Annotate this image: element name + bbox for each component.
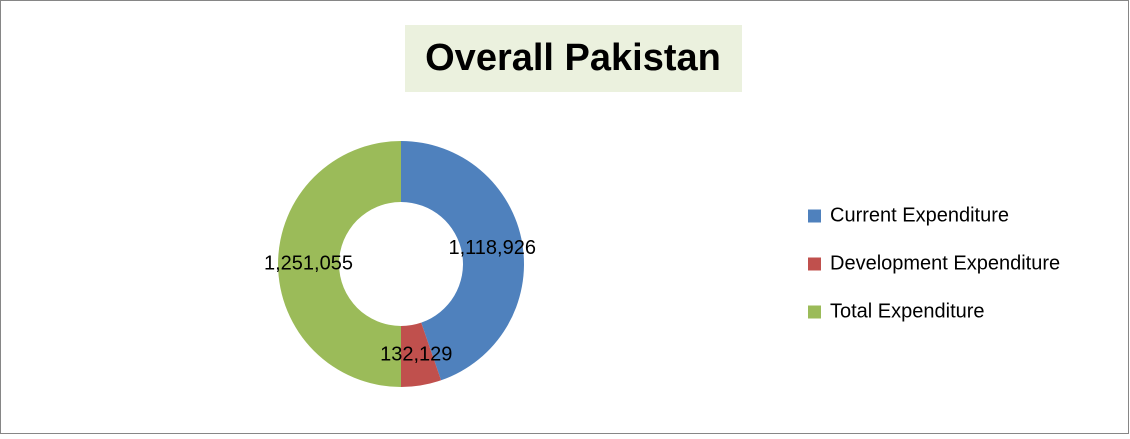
legend-label: Development Expenditure (830, 252, 1060, 274)
donut-slice (401, 141, 524, 381)
legend-swatch (808, 209, 821, 223)
chart-title: Overall Pakistan (425, 37, 721, 79)
data-label: 132,129 (380, 344, 452, 366)
donut-slice (278, 141, 401, 387)
legend-swatch (808, 305, 821, 319)
donut-slice (401, 322, 442, 387)
legend-label: Total Expenditure (830, 300, 985, 322)
title-box (405, 25, 742, 92)
legend-label: Current Expenditure (830, 204, 1009, 226)
data-label: 1,118,926 (448, 237, 536, 259)
legend-swatch (808, 257, 821, 271)
data-label: 1,251,055 (264, 252, 353, 274)
